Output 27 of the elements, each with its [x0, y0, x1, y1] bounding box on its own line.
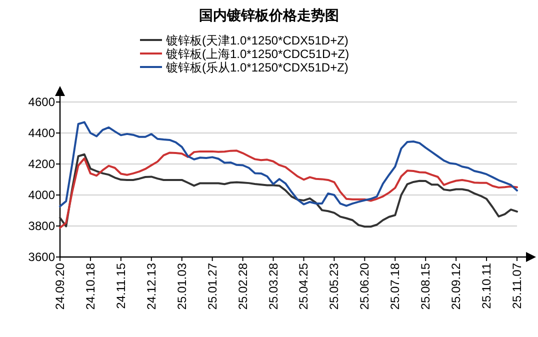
- y-tick-label: 4600: [28, 95, 56, 109]
- x-tick-label: 25.03.28: [266, 262, 280, 310]
- x-tick-label: 24.10.18: [83, 262, 98, 310]
- x-tick-label: 24.12.13: [144, 262, 158, 310]
- y-tick-label: 4000: [28, 188, 56, 202]
- x-tick-label: 25.04.25: [296, 262, 311, 310]
- legend-label: 镀锌板(天津1.0*1250*CDX51D+Z): [165, 34, 348, 48]
- x-tick-label: 25.08.15: [418, 262, 433, 310]
- y-tick-label: 4200: [28, 157, 56, 171]
- x-tick-label: 25.10.11: [480, 262, 494, 309]
- y-tick-label: 3600: [28, 250, 56, 264]
- line-series: [59, 121, 518, 208]
- y-tick-label: 3800: [28, 219, 56, 233]
- chart-title: 国内镀锌板价格走势图: [199, 7, 339, 23]
- x-tick-label: 24.09.20: [53, 262, 67, 310]
- x-tick-label: 25.06.20: [358, 262, 372, 310]
- x-tick-label: 25.01.03: [174, 262, 189, 310]
- legend-label: 镀锌板(乐从1.0*1250*CDX51D+Z): [165, 60, 348, 74]
- x-tick-label: 25.07.18: [388, 262, 402, 310]
- legend-label: 镀锌板(上海1.0*1250*CDC51D+Z): [165, 47, 350, 61]
- y-tick-label: 4400: [28, 126, 56, 140]
- x-tick-label: 25.05.23: [327, 262, 342, 310]
- x-tick-label: 25.11.07: [510, 262, 524, 309]
- x-tick-label: 24.11.15: [114, 262, 128, 309]
- x-tick-label: 25.09.12: [449, 262, 464, 310]
- x-tick-label: 25.01.27: [205, 262, 220, 310]
- x-tick-label: 25.02.28: [236, 262, 250, 310]
